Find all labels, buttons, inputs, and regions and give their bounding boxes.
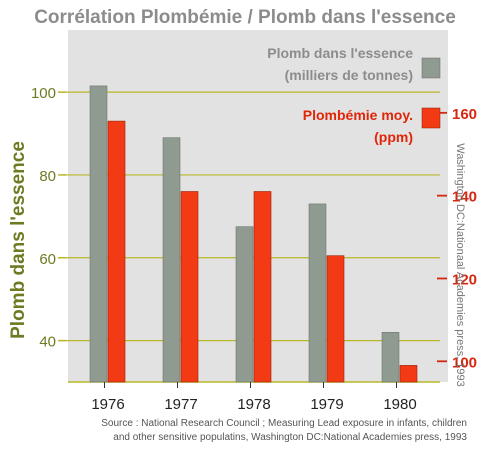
x-tick-label: 1978: [237, 396, 270, 413]
bar-blood-lead: [253, 191, 272, 383]
x-axis-labels: 1976 1977 1978 1979 1980: [91, 382, 417, 413]
bar-gasoline-lead: [381, 332, 400, 383]
legend-red-label-line1: Plombémie moy.: [303, 107, 413, 123]
bar-gasoline-lead: [235, 226, 254, 383]
legend-red-label-line2: (ppm): [374, 129, 413, 145]
right-tick-label: 160: [452, 106, 477, 123]
bar-blood-lead: [180, 191, 199, 383]
right-tick-label: 140: [452, 189, 477, 206]
chart-title: Corrélation Plombémie / Plomb dans l'ess…: [34, 7, 456, 28]
x-tick-label: 1980: [383, 396, 416, 413]
legend-gray-label-line2: (milliers de tonnes): [285, 67, 413, 83]
left-tick-label: 100: [31, 85, 56, 102]
bar-gasoline-lead: [308, 203, 327, 383]
left-tick-label: 60: [39, 251, 56, 268]
right-axis-label: Washington DC:Nationaal Academies press,…: [454, 143, 466, 387]
source-line-2: and other sensitive populatins, Washingt…: [113, 432, 467, 443]
left-tick-label: 40: [39, 334, 56, 351]
right-tick-label: 120: [452, 271, 477, 288]
left-tick-label: 80: [39, 168, 56, 185]
bar-gasoline-lead: [89, 85, 108, 383]
x-tick-label: 1979: [310, 396, 343, 413]
bar-blood-lead: [399, 365, 418, 383]
left-axis-label: Plomb dans l'essence: [8, 141, 29, 339]
legend: Plomb dans l'essence (milliers de tonnes…: [267, 45, 441, 145]
left-axis-ticks: 40 60 80 100: [31, 85, 66, 351]
right-axis-ticks: 100 120 140 160: [437, 106, 477, 371]
bars: [89, 85, 418, 383]
bar-blood-lead: [326, 255, 345, 383]
x-tick-label: 1977: [164, 396, 197, 413]
x-tick-label: 1976: [91, 396, 124, 413]
source-line-1: Source : National Research Council ; Mea…: [101, 418, 467, 429]
legend-gray-label-line1: Plomb dans l'essence: [267, 45, 413, 61]
bar-blood-lead: [107, 120, 126, 383]
legend-red-swatch: [421, 107, 441, 129]
bar-gasoline-lead: [162, 137, 181, 383]
legend-gray-swatch: [421, 57, 441, 79]
right-tick-label: 100: [452, 354, 477, 371]
